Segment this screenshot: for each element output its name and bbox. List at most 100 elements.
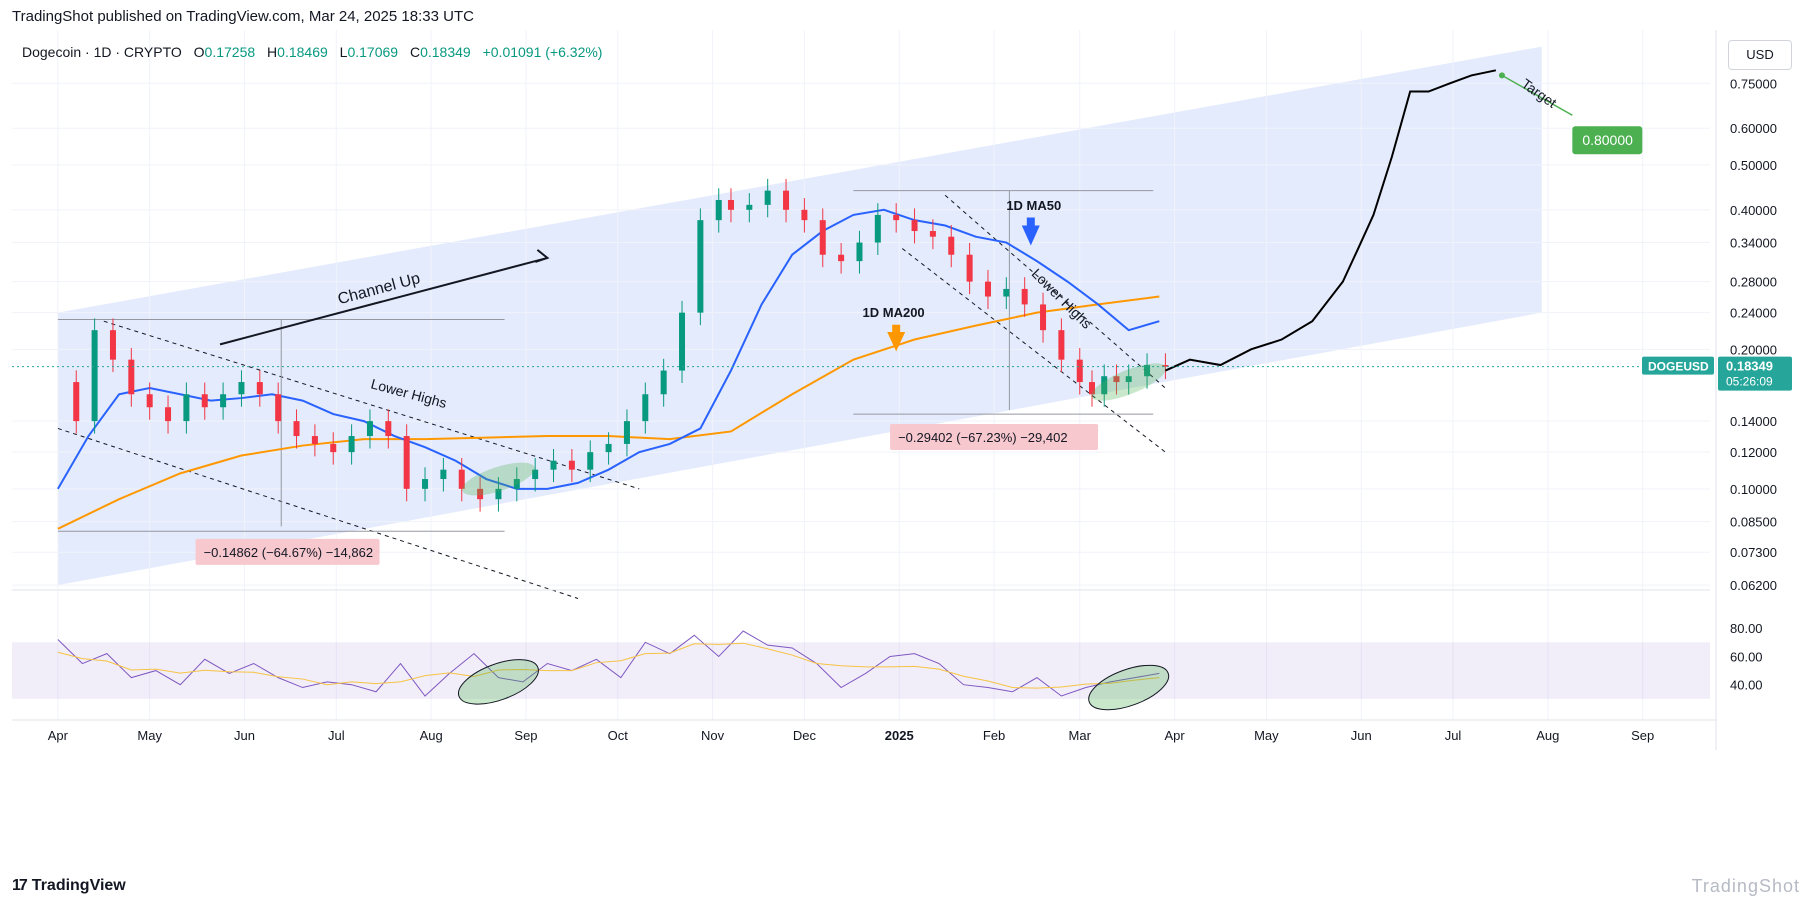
chart-canvas[interactable]: 0.75000 0.60000 0.50000 0.40000 0.34000 0.280… (0, 30, 1812, 875)
price-tick-label: 0.14000 (1730, 414, 1777, 429)
time-tick-label: Apr (48, 728, 69, 743)
last-price-label: 0.18349 (1726, 359, 1773, 374)
rsi-tick-label: 40.00 (1730, 678, 1763, 693)
channel-up-area (57, 46, 1542, 586)
ticker-label: DOGEUSD (1648, 360, 1709, 374)
rsi-tick-label: 80.00 (1730, 621, 1763, 636)
candle-body (838, 254, 845, 262)
time-tick-label: Jul (328, 728, 345, 743)
tradingview-logo[interactable]: 17 TradingView (12, 877, 126, 895)
price-tick-label: 0.75000 (1730, 76, 1777, 91)
legend-open-label: O (193, 44, 205, 60)
time-tick-label: Mar (1069, 728, 1092, 743)
target-connector (1501, 74, 1573, 116)
legend-close: 0.18349 (420, 44, 471, 60)
last-price-box (1718, 356, 1792, 391)
ma200-arrow-stem (892, 324, 901, 332)
candle-body (984, 281, 991, 297)
candle-body (183, 394, 190, 422)
legend-symbol: Dogecoin · 1D · CRYPTO (22, 44, 182, 60)
candle-body (440, 469, 447, 480)
legend-low-label: L (339, 44, 348, 60)
candle-body (275, 394, 282, 422)
candle-body (330, 443, 337, 453)
time-tick-label: Dec (793, 728, 817, 743)
tradingview-brand: TradingView (31, 877, 126, 894)
rsi-band (12, 642, 1710, 699)
drop-label-1: −0.14862 (−64.67%) −14,862 (204, 545, 374, 560)
candle-body (715, 200, 722, 221)
legend-open: 0.17258 (204, 44, 256, 60)
candle-body (727, 200, 734, 210)
candle-body (893, 214, 900, 221)
candle-body (366, 421, 373, 437)
time-tick-label: Jul (1445, 728, 1462, 743)
candle-body (458, 469, 465, 489)
time-tick-label: Aug (420, 728, 443, 743)
time-tick-label: May (1254, 728, 1279, 743)
candle-body (929, 231, 936, 237)
drop-label-2: −0.29402 (−67.23%) −29,402 (898, 430, 1068, 445)
lower-highs-line-2 (944, 194, 1166, 389)
lower-highs-line (103, 320, 640, 490)
candle-body (146, 394, 153, 408)
candle-body (966, 254, 973, 282)
price-tick-label: 0.34000 (1730, 236, 1777, 251)
candle-body (948, 236, 955, 255)
time-tick-label: Jun (234, 728, 255, 743)
projection-path (1165, 69, 1497, 372)
tradingview-logo-icon: 17 (12, 877, 28, 894)
symbol-legend: Dogecoin · 1D · CRYPTO O0.17258 H0.18469… (22, 44, 610, 60)
target-value: 0.80000 (1582, 132, 1633, 148)
rsi-highlight (1088, 664, 1170, 711)
rsi-line (57, 630, 1160, 697)
price-tick-label: 0.07300 (1730, 545, 1777, 560)
candle-body (403, 436, 410, 489)
candle-body (1076, 359, 1083, 383)
accumulation-highlight (1091, 363, 1167, 401)
candle-body (1040, 304, 1047, 331)
candle-body (1088, 382, 1095, 395)
time-tick-label: Apr (1164, 728, 1185, 743)
candle-body (642, 394, 649, 422)
legend-low: 0.17069 (347, 44, 399, 60)
candle-body (513, 479, 520, 489)
legend-high: 0.18469 (277, 44, 328, 60)
time-tick-label: Sep (1631, 728, 1654, 743)
candle-body (238, 382, 245, 395)
time-tick-label: Oct (608, 728, 629, 743)
target-point (1498, 72, 1505, 79)
candle-body (422, 479, 429, 489)
candle-body (293, 421, 300, 437)
ma50-arrow-icon (1021, 225, 1040, 246)
time-tick-label: Sep (514, 728, 537, 743)
time-tick-label: Jun (1351, 728, 1372, 743)
candle-body (605, 443, 612, 453)
legend-close-label: C (409, 44, 421, 60)
price-tick-label: 0.12000 (1730, 445, 1777, 460)
candle-body (568, 460, 575, 470)
candle-body (697, 220, 704, 313)
ma50-arrow-stem (1026, 217, 1035, 226)
candle-body (201, 394, 208, 408)
candle-body (679, 312, 686, 371)
chart-area[interactable]: 0.75000 0.60000 0.50000 0.40000 0.34000 0.280… (0, 30, 1812, 875)
candle-body (1058, 330, 1065, 360)
candle-body (856, 242, 863, 262)
candle-body (256, 382, 263, 395)
candle-body (1125, 376, 1132, 383)
time-tick-label: Aug (1536, 728, 1559, 743)
candle-body (819, 220, 826, 255)
price-tick-label: 0.08500 (1730, 515, 1777, 530)
currency-button[interactable]: USD (1728, 40, 1792, 70)
rsi-highlight (458, 659, 539, 705)
time-tick-label: May (137, 728, 162, 743)
candle-body (1021, 288, 1028, 305)
candle-body (587, 452, 594, 470)
candle-body (764, 190, 771, 205)
candle-body (495, 488, 502, 500)
candle-body (109, 330, 116, 360)
drop-box-1 (195, 538, 380, 565)
candle-body (623, 421, 630, 444)
candle-body (660, 370, 667, 395)
